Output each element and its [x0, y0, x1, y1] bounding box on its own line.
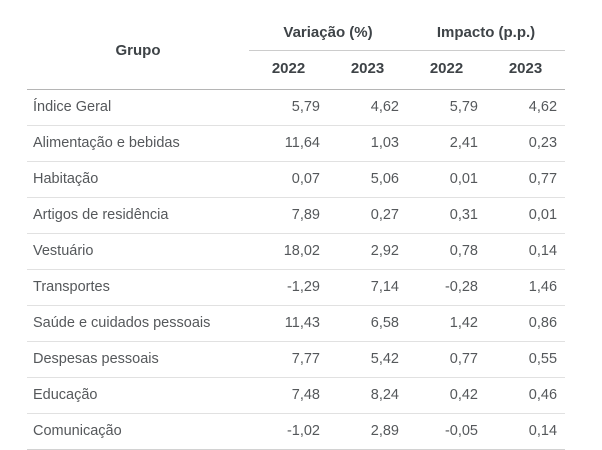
table-body: Índice Geral 5,79 4,62 5,79 4,62 Aliment… [27, 89, 566, 450]
row-value: 0,23 [486, 125, 566, 162]
row-label: Índice Geral [27, 89, 249, 126]
row-value: 2,92 [328, 233, 407, 270]
row-value: 0,86 [486, 305, 566, 342]
row-value: 2,41 [407, 125, 486, 162]
ipca-groups-table: Grupo Variação (%) Impacto (p.p.) 2022 2… [27, 14, 566, 450]
row-label: Comunicação [27, 413, 249, 450]
row-value: 4,62 [486, 89, 566, 126]
row-value: 0,01 [486, 197, 566, 234]
row-label: Habitação [27, 161, 249, 198]
row-label: Educação [27, 377, 249, 414]
row-value: 5,79 [407, 89, 486, 126]
row-value: 5,79 [249, 89, 328, 126]
row-value: 5,06 [328, 161, 407, 198]
column-group-variacao: Variação (%) [249, 14, 407, 51]
table-row: Vestuário 18,02 2,92 0,78 0,14 [27, 233, 566, 270]
table-row: Transportes -1,29 7,14 -0,28 1,46 [27, 269, 566, 306]
row-value: 0,14 [486, 233, 566, 270]
row-value: 0,77 [407, 341, 486, 378]
row-value: 7,14 [328, 269, 407, 306]
table-row: Habitação 0,07 5,06 0,01 0,77 [27, 161, 566, 198]
row-value: 1,42 [407, 305, 486, 342]
row-value: 18,02 [249, 233, 328, 270]
row-value: -0,28 [407, 269, 486, 306]
row-label: Vestuário [27, 233, 249, 270]
table-row: Educação 7,48 8,24 0,42 0,46 [27, 377, 566, 414]
row-value: 0,01 [407, 161, 486, 198]
table-header: Grupo Variação (%) Impacto (p.p.) 2022 2… [27, 14, 566, 90]
column-header-grupo: Grupo [27, 14, 249, 90]
row-value: 0,42 [407, 377, 486, 414]
row-value: 5,42 [328, 341, 407, 378]
row-value: 1,46 [486, 269, 566, 306]
row-value: 4,62 [328, 89, 407, 126]
row-value: 0,27 [328, 197, 407, 234]
year-header-impacto-2022: 2022 [407, 50, 486, 90]
ipca-groups-table-container: Grupo Variação (%) Impacto (p.p.) 2022 2… [27, 14, 566, 450]
row-value: 0,07 [249, 161, 328, 198]
header-group-row: Grupo Variação (%) Impacto (p.p.) [27, 14, 566, 90]
row-value: 0,78 [407, 233, 486, 270]
row-label: Saúde e cuidados pessoais [27, 305, 249, 342]
row-value: 7,48 [249, 377, 328, 414]
row-value: 7,89 [249, 197, 328, 234]
row-value: 8,24 [328, 377, 407, 414]
row-value: 0,77 [486, 161, 566, 198]
row-value: 7,77 [249, 341, 328, 378]
column-group-impacto: Impacto (p.p.) [407, 14, 566, 51]
row-label: Despesas pessoais [27, 341, 249, 378]
year-header-variacao-2022: 2022 [249, 50, 328, 90]
row-value: 11,64 [249, 125, 328, 162]
table-row: Despesas pessoais 7,77 5,42 0,77 0,55 [27, 341, 566, 378]
row-value: 0,14 [486, 413, 566, 450]
year-header-variacao-2023: 2023 [328, 50, 407, 90]
row-label: Artigos de residência [27, 197, 249, 234]
year-header-impacto-2023: 2023 [486, 50, 566, 90]
table-row: Alimentação e bebidas 11,64 1,03 2,41 0,… [27, 125, 566, 162]
row-value: 11,43 [249, 305, 328, 342]
table-row: Saúde e cuidados pessoais 11,43 6,58 1,4… [27, 305, 566, 342]
row-label: Transportes [27, 269, 249, 306]
row-value: -1,02 [249, 413, 328, 450]
row-value: 6,58 [328, 305, 407, 342]
row-value: 2,89 [328, 413, 407, 450]
row-value: 1,03 [328, 125, 407, 162]
table-row: Comunicação -1,02 2,89 -0,05 0,14 [27, 413, 566, 450]
row-value: 0,31 [407, 197, 486, 234]
row-value: 0,46 [486, 377, 566, 414]
row-value: 0,55 [486, 341, 566, 378]
table-row: Índice Geral 5,79 4,62 5,79 4,62 [27, 89, 566, 126]
row-label: Alimentação e bebidas [27, 125, 249, 162]
row-value: -0,05 [407, 413, 486, 450]
table-row: Artigos de residência 7,89 0,27 0,31 0,0… [27, 197, 566, 234]
row-value: -1,29 [249, 269, 328, 306]
